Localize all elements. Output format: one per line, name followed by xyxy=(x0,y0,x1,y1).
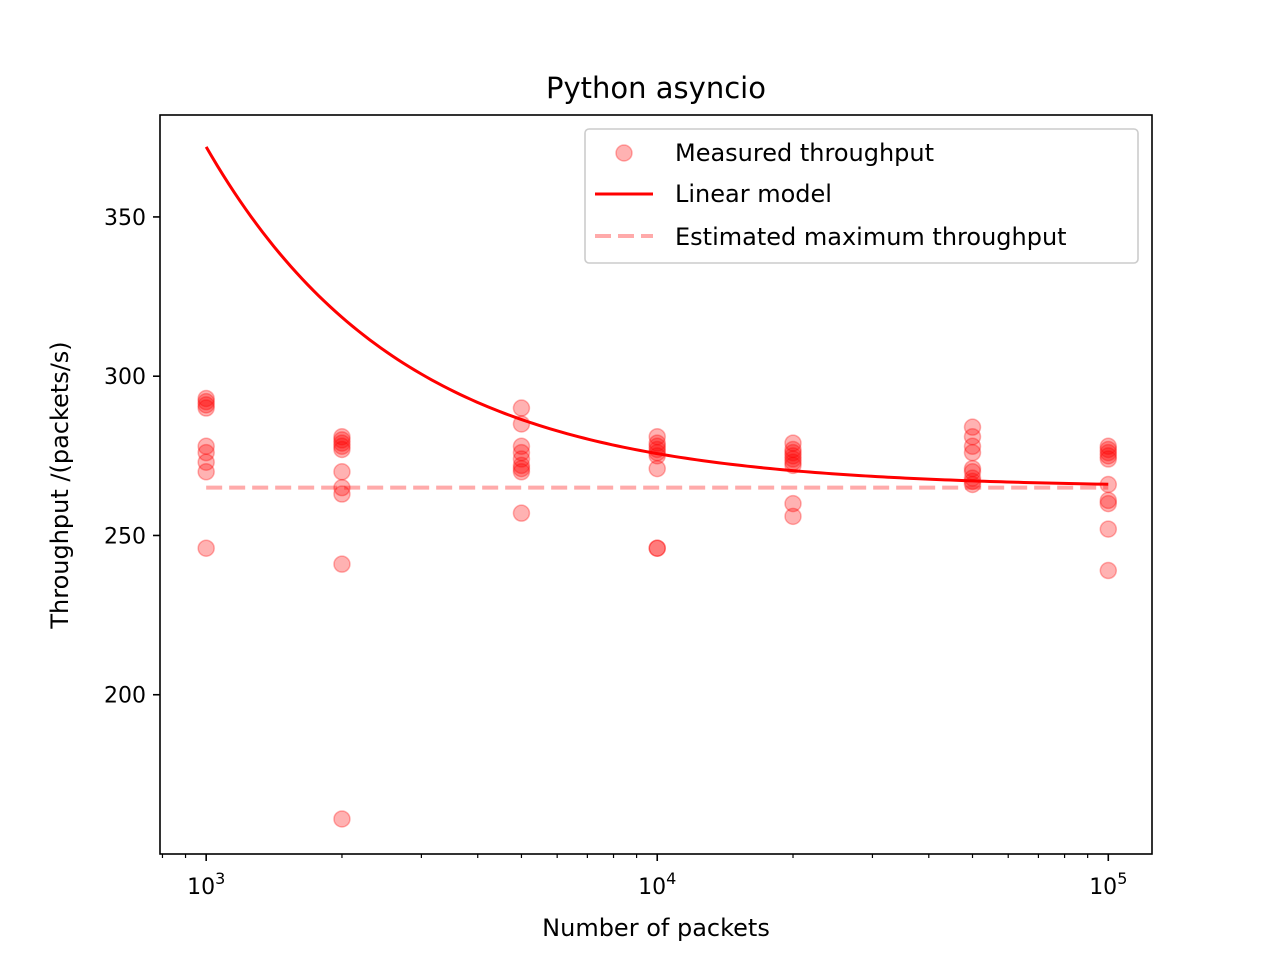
plot-frame xyxy=(159,114,1153,855)
measured-point xyxy=(333,427,351,446)
x-axis: 103 104 105 xyxy=(161,854,1127,900)
measured-point xyxy=(333,431,351,449)
legend-label-max: Estimated maximum throughput xyxy=(675,223,1067,251)
measured-point xyxy=(784,456,802,475)
measured-point xyxy=(512,450,531,468)
measured-point xyxy=(963,475,982,494)
x-axis-label: Number of packets xyxy=(542,914,770,942)
legend-box xyxy=(584,128,1139,264)
measured-point xyxy=(963,427,982,446)
measured-point xyxy=(197,463,215,481)
x-tick-label: 103 xyxy=(187,869,225,900)
measured-point xyxy=(784,450,802,468)
measured-point xyxy=(1099,520,1118,538)
measured-point xyxy=(963,463,982,481)
measured-point xyxy=(512,437,531,456)
measured-point xyxy=(512,456,531,475)
measured-point xyxy=(512,463,531,481)
measured-point xyxy=(1099,450,1118,468)
measured-point xyxy=(963,437,982,456)
measured-point xyxy=(512,504,531,522)
measured-points-layer xyxy=(197,389,1118,828)
y-tick-label: 350 xyxy=(104,206,146,231)
plot-area xyxy=(159,114,1153,855)
measured-point xyxy=(963,472,982,491)
measured-point xyxy=(963,443,982,462)
measured-point xyxy=(784,453,802,471)
measured-point xyxy=(648,443,666,462)
x-tick-label: 105 xyxy=(1089,869,1127,900)
measured-point xyxy=(963,459,982,478)
measured-point xyxy=(197,399,215,417)
measured-point xyxy=(1099,561,1118,580)
measured-point xyxy=(648,434,666,452)
measured-point xyxy=(648,440,666,459)
measured-point xyxy=(333,440,351,459)
measured-point xyxy=(1099,437,1118,456)
measured-point xyxy=(648,539,666,557)
y-tick-label: 200 xyxy=(104,684,146,709)
measured-point xyxy=(512,443,531,462)
measured-point xyxy=(197,443,215,462)
measured-point xyxy=(197,453,215,471)
measured-point xyxy=(784,494,802,513)
measured-point xyxy=(1099,475,1118,494)
measured-point xyxy=(784,434,802,452)
x-tick-label: 104 xyxy=(638,869,676,900)
measured-point xyxy=(963,418,982,436)
measured-point xyxy=(512,459,531,478)
measured-point xyxy=(333,555,351,573)
measured-point xyxy=(333,810,351,828)
measured-point xyxy=(648,447,666,465)
legend-label-model: Linear model xyxy=(675,180,832,208)
measured-point xyxy=(197,392,215,411)
measured-point xyxy=(333,434,351,452)
measured-point xyxy=(512,415,531,433)
measured-point xyxy=(333,478,351,497)
measured-point xyxy=(784,507,802,526)
measured-point xyxy=(963,469,982,487)
measured-point xyxy=(1099,491,1118,510)
measured-point xyxy=(197,539,215,557)
legend: Measured throughput Linear model Estimat… xyxy=(584,128,1139,264)
y-tick-label: 300 xyxy=(104,365,146,390)
measured-point xyxy=(197,389,215,408)
measured-point xyxy=(333,485,351,503)
y-tick-label: 250 xyxy=(104,524,146,549)
y-axis: 200 250 300 350 xyxy=(104,206,160,709)
measured-point xyxy=(648,427,666,446)
measured-point xyxy=(333,437,351,456)
measured-point xyxy=(648,539,666,557)
measured-point xyxy=(1099,443,1118,462)
legend-label-measured: Measured throughput xyxy=(675,139,934,167)
measured-point xyxy=(784,447,802,465)
measured-point xyxy=(1099,447,1118,465)
measured-point xyxy=(784,443,802,462)
linear-model-layer xyxy=(204,146,1109,486)
linear-model-curve xyxy=(204,146,1109,486)
measured-point xyxy=(197,437,215,456)
measured-point xyxy=(197,396,215,414)
measured-point xyxy=(333,463,351,481)
y-axis-label: Throughput /(packets/s) xyxy=(46,341,74,629)
measured-point xyxy=(1099,440,1118,459)
measured-point xyxy=(648,437,666,456)
legend-marker-measured xyxy=(615,144,633,162)
measured-point xyxy=(512,399,531,417)
chart-title: Python asyncio xyxy=(546,71,766,105)
measured-point xyxy=(648,459,666,478)
measured-point xyxy=(1099,494,1118,513)
measured-point xyxy=(784,440,802,459)
